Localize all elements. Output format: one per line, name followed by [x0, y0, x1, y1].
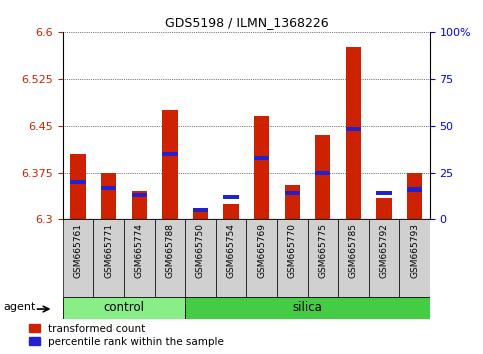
Bar [399, 219, 430, 297]
Bar [315, 135, 330, 219]
Text: GSM665761: GSM665761 [73, 223, 83, 278]
Bar [369, 219, 399, 297]
Bar [63, 297, 185, 319]
Bar [185, 219, 216, 297]
Bar [216, 219, 246, 297]
Bar [223, 204, 239, 219]
Text: GSM665775: GSM665775 [318, 223, 327, 278]
Text: GSM665754: GSM665754 [227, 223, 236, 278]
Bar [223, 195, 239, 199]
Text: GSM665788: GSM665788 [165, 223, 174, 278]
Bar [346, 47, 361, 219]
Text: GSM665770: GSM665770 [288, 223, 297, 278]
Text: silica: silica [293, 302, 323, 314]
Bar [193, 208, 208, 212]
Bar [308, 219, 338, 297]
Text: GSM665769: GSM665769 [257, 223, 266, 278]
Bar [284, 185, 300, 219]
Bar [131, 193, 147, 197]
Text: GSM665785: GSM665785 [349, 223, 358, 278]
Bar [254, 155, 270, 160]
Text: GSM665750: GSM665750 [196, 223, 205, 278]
Bar [346, 127, 361, 131]
Bar [162, 110, 177, 219]
Title: GDS5198 / ILMN_1368226: GDS5198 / ILMN_1368226 [165, 16, 328, 29]
Bar [101, 172, 116, 219]
Text: GSM665793: GSM665793 [410, 223, 419, 278]
Bar [376, 198, 392, 219]
Bar [71, 180, 86, 184]
Text: agent: agent [3, 302, 36, 312]
Text: control: control [103, 302, 144, 314]
Text: GSM665771: GSM665771 [104, 223, 113, 278]
Bar [124, 219, 155, 297]
Bar [193, 210, 208, 219]
Bar [185, 297, 430, 319]
Bar [277, 219, 308, 297]
Bar [284, 191, 300, 195]
Bar [338, 219, 369, 297]
Bar [407, 187, 422, 192]
Bar [155, 219, 185, 297]
Bar [254, 116, 270, 219]
Bar [63, 219, 93, 297]
Text: GSM665792: GSM665792 [380, 223, 388, 278]
Text: GSM665774: GSM665774 [135, 223, 144, 278]
Bar [131, 191, 147, 219]
Bar [101, 185, 116, 190]
Bar [93, 219, 124, 297]
Bar [162, 152, 177, 156]
Bar [407, 172, 422, 219]
Legend: transformed count, percentile rank within the sample: transformed count, percentile rank withi… [29, 324, 224, 347]
Bar [376, 191, 392, 195]
Bar [315, 171, 330, 175]
Bar [246, 219, 277, 297]
Bar [71, 154, 86, 219]
